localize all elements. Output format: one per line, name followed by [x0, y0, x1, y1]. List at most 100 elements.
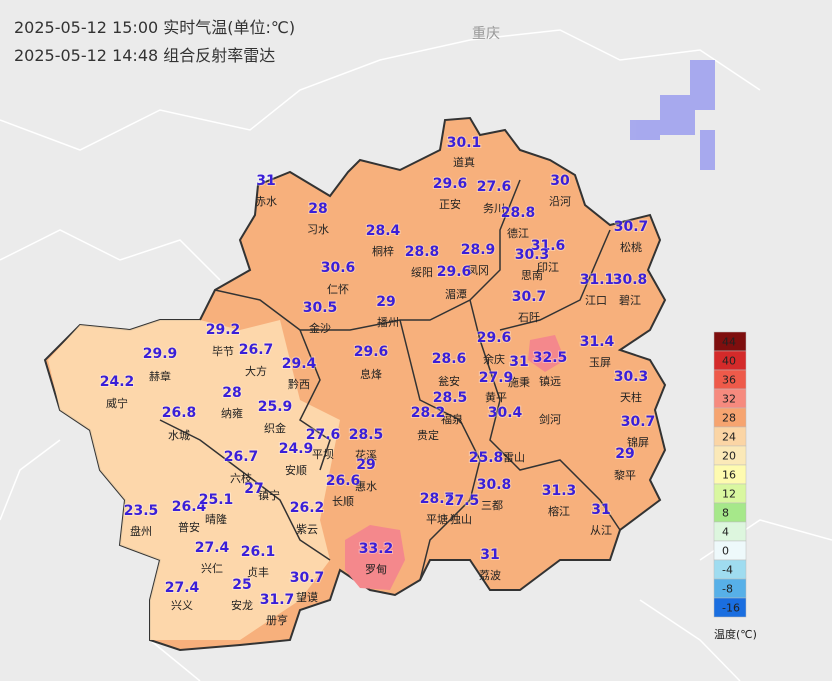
station-temperature: 32.5 — [533, 350, 568, 366]
station-name: 平塘 — [426, 512, 448, 526]
station-temperature: 30.7 — [621, 414, 656, 430]
station-temperature: 26.7 — [239, 342, 274, 358]
station-temperature: 27.4 — [165, 580, 200, 596]
station-name: 习水 — [307, 223, 329, 236]
station-name: 雷山 — [503, 451, 525, 464]
legend-label: 40 — [722, 355, 736, 368]
station-name: 施秉 — [508, 375, 530, 389]
station-temperature: 27.6 — [477, 179, 512, 195]
station-name: 务川 — [483, 202, 505, 215]
station-temperature: 27 — [244, 481, 263, 497]
station-temperature: 29.6 — [433, 176, 468, 192]
station-name: 黎平 — [614, 468, 636, 482]
station-name: 威宁 — [106, 396, 128, 410]
station-name: 仁怀 — [327, 283, 349, 296]
stations: 道真 30.1 赤水 31 正安 29.6 务川 27.6 沿河 30 习水 28 德江 28.8 桐梓 28… — [99, 134, 657, 627]
station-name: 册亨 — [266, 613, 288, 627]
station-temperature: 26.4 — [172, 499, 207, 515]
station-temperature: 24.9 — [279, 441, 314, 457]
legend-label: 20 — [722, 450, 736, 463]
legend-label: 8 — [722, 507, 729, 520]
station-name: 黄平 — [485, 390, 507, 404]
station-temperature: 26.7 — [224, 449, 259, 465]
station-name: 沿河 — [549, 195, 571, 208]
station-temperature: 28.5 — [349, 427, 384, 443]
legend-label: 28 — [722, 412, 736, 425]
station-name: 安龙 — [231, 598, 253, 612]
station-name: 瓮安 — [438, 374, 460, 388]
station-name: 兴仁 — [201, 562, 223, 575]
station-temperature: 31.6 — [531, 238, 566, 254]
station-name: 从江 — [590, 524, 612, 537]
station-temperature: 28.5 — [433, 390, 468, 406]
station-temperature: 28.7 — [420, 491, 455, 507]
station-temperature: 28.4 — [366, 223, 401, 239]
station-name: 思南 — [521, 269, 543, 282]
station-name: 玉屏 — [589, 356, 611, 369]
legend-label: 12 — [722, 488, 736, 501]
legend-label: 36 — [722, 374, 736, 387]
station-name: 兴义 — [171, 599, 193, 612]
header-line: 2025-05-12 15:00 实时气温(单位:℃) — [14, 18, 296, 37]
station-name: 贞丰 — [247, 565, 269, 579]
station-name: 荔波 — [479, 569, 501, 582]
station-temperature: 28.8 — [501, 205, 536, 221]
station-temperature: 30.4 — [488, 405, 523, 421]
station-name: 纳雍 — [221, 406, 243, 420]
station-temperature: 30.7 — [512, 289, 547, 305]
legend-label: -16 — [722, 602, 740, 615]
station-temperature: 31.1 — [580, 272, 615, 288]
station-temperature: 29 — [356, 457, 375, 473]
station-temperature: 30.8 — [613, 272, 648, 288]
station-name: 德江 — [507, 226, 529, 240]
station-temperature: 29 — [376, 294, 395, 310]
station-name: 独山 — [450, 513, 472, 526]
station-name: 长顺 — [332, 495, 354, 508]
station-temperature: 29.6 — [354, 344, 389, 360]
station-temperature: 29.6 — [477, 330, 512, 346]
legend-swatch — [713, 597, 747, 618]
station-temperature: 28.6 — [432, 351, 467, 367]
station-temperature: 24.2 — [100, 374, 135, 390]
station-temperature: 30 — [550, 173, 570, 189]
station-temperature: 28.9 — [461, 242, 496, 258]
station-name: 江口 — [585, 294, 607, 307]
warm-spot — [528, 335, 565, 372]
station-name: 道真 — [453, 155, 475, 169]
station-temperature: 30.3 — [614, 369, 649, 385]
station-name: 织金 — [264, 421, 286, 435]
station-temperature: 26.6 — [326, 473, 361, 489]
station-name: 湄潭 — [445, 288, 467, 301]
station-name: 普安 — [178, 520, 200, 534]
station-name: 镇宁 — [258, 488, 280, 502]
station-name: 望谟 — [296, 591, 318, 604]
station-temperature: 27.5 — [445, 493, 480, 509]
station-name: 石阡 — [518, 311, 540, 324]
station-name: 六枝 — [230, 471, 252, 485]
station-name: 安顺 — [285, 463, 307, 477]
station-name: 桐梓 — [372, 244, 394, 258]
station-temperature: 31.3 — [542, 483, 577, 499]
station-name: 晴隆 — [205, 512, 227, 526]
prefecture-boundaries — [159, 179, 621, 581]
station-name: 贵定 — [417, 428, 439, 442]
station-name: 金沙 — [309, 321, 331, 335]
station-temperature: 31 — [509, 354, 528, 370]
cool-region — [48, 320, 340, 640]
station-temperature: 26.8 — [162, 405, 197, 421]
station-name: 赫章 — [149, 369, 171, 383]
station-temperature: 30.1 — [447, 135, 482, 151]
station-temperature: 30.7 — [290, 570, 325, 586]
station-temperature: 27.4 — [195, 540, 230, 556]
station-name: 罗甸 — [365, 563, 387, 576]
station-name: 盘州 — [130, 524, 152, 538]
station-name: 紫云 — [296, 523, 318, 536]
station-name: 平坝 — [312, 447, 334, 461]
legend-title: 温度(℃) — [714, 627, 757, 641]
station-temperature: 28.2 — [411, 405, 446, 421]
station-name: 剑河 — [539, 412, 561, 426]
station-temperature: 33.2 — [359, 541, 394, 557]
station-name: 三都 — [481, 499, 503, 512]
station-temperature: 25 — [232, 577, 251, 593]
